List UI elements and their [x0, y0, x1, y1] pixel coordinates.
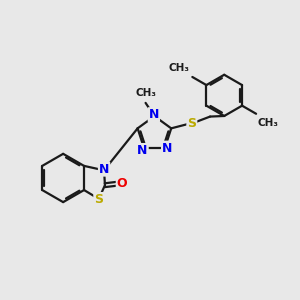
Text: S: S [94, 193, 103, 206]
Text: CH₃: CH₃ [258, 118, 279, 128]
Text: N: N [162, 142, 172, 154]
Text: O: O [117, 177, 127, 190]
Text: N: N [137, 144, 148, 157]
Text: S: S [187, 116, 196, 130]
Text: N: N [148, 108, 159, 121]
Text: CH₃: CH₃ [168, 63, 189, 74]
Text: N: N [99, 163, 109, 176]
Text: CH₃: CH₃ [135, 88, 156, 98]
